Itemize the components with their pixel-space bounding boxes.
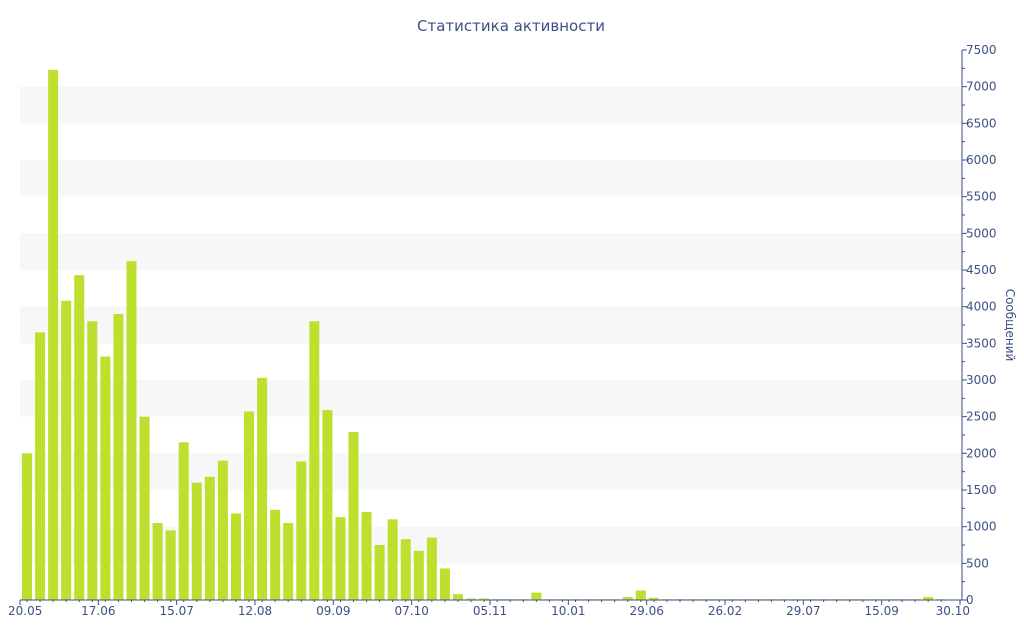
x-tick-label: 29.06 (629, 604, 663, 618)
x-tick-label: 09.09 (316, 604, 350, 618)
grid-band (20, 233, 962, 270)
bar[interactable] (48, 69, 59, 601)
bar[interactable] (283, 523, 294, 600)
x-tick-label: 12.08 (238, 604, 272, 618)
y-tick-label: 7500 (966, 43, 997, 57)
bars-group (22, 69, 947, 601)
y-tick-label: 1000 (966, 520, 997, 534)
bar[interactable] (257, 377, 268, 600)
y-tick-label: 2000 (966, 446, 997, 460)
grid-band (20, 160, 962, 197)
bar[interactable] (217, 460, 228, 600)
bar[interactable] (479, 598, 490, 600)
bar[interactable] (400, 539, 411, 600)
y-tick-label: 5500 (966, 190, 997, 204)
bar[interactable] (452, 594, 463, 600)
x-tick-label: 05.11 (473, 604, 507, 618)
bar[interactable] (439, 568, 450, 600)
bar[interactable] (270, 509, 281, 600)
y-tick-label: 0 (966, 593, 974, 607)
grid-band (20, 526, 962, 564)
x-tick-label: 26.02 (708, 604, 742, 618)
y-tick-label: 3000 (966, 373, 997, 387)
bar[interactable] (635, 590, 646, 600)
bar[interactable] (35, 332, 46, 600)
y-tick-label: 3500 (966, 336, 997, 350)
bar[interactable] (622, 597, 633, 600)
y-tick-label: 1500 (966, 483, 997, 497)
bar[interactable] (531, 592, 542, 600)
x-tick-label: 17.06 (81, 604, 115, 618)
grid-band (20, 86, 962, 124)
bar[interactable] (648, 597, 659, 600)
y-axis-label: Сообщений (1003, 289, 1017, 362)
x-tick-label: 20.05 (8, 604, 42, 618)
bar[interactable] (178, 442, 189, 600)
x-tick-label: 15.09 (864, 604, 898, 618)
bar[interactable] (191, 482, 202, 600)
bar[interactable] (204, 476, 215, 600)
y-tick-label: 6500 (966, 116, 997, 130)
bar[interactable] (923, 597, 934, 600)
bar[interactable] (152, 523, 163, 600)
bar[interactable] (361, 512, 372, 600)
bar[interactable] (296, 461, 307, 600)
bar[interactable] (126, 261, 137, 600)
bar[interactable] (374, 545, 385, 600)
y-tick-label: 2500 (966, 410, 997, 424)
bar[interactable] (74, 275, 85, 600)
bar[interactable] (100, 356, 111, 600)
grid-band (20, 380, 962, 417)
bar[interactable] (22, 453, 32, 600)
y-ticks: 0 500 1000 1500 2000 2500 3000 3500 4000 4500 5000… (962, 43, 997, 607)
bar[interactable] (322, 410, 333, 600)
y-tick-label: 4000 (966, 300, 997, 314)
bar[interactable] (426, 537, 437, 600)
x-tick-label: 29.07 (786, 604, 820, 618)
y-tick-label: 6000 (966, 153, 997, 167)
grid-band (20, 306, 962, 344)
bar[interactable] (387, 519, 398, 600)
x-tick-label: 30.10 (936, 604, 970, 618)
bar[interactable] (139, 416, 150, 600)
grid-band (20, 453, 962, 490)
bar[interactable] (348, 432, 359, 600)
bar[interactable] (87, 321, 98, 600)
x-tick-label: 15.07 (159, 604, 193, 618)
x-ticks: 20.05 17.06 15.07 12.08 09.09 07.10 05.11 10.01… (8, 600, 970, 618)
bar[interactable] (244, 411, 255, 600)
chart-title: Статистика активности (417, 17, 605, 35)
y-tick-label: 4500 (966, 263, 997, 277)
y-tick-label: 500 (966, 556, 989, 570)
grid-bands (20, 86, 962, 564)
x-tick-label: 10.01 (551, 604, 585, 618)
bar[interactable] (230, 513, 241, 600)
bar[interactable] (309, 321, 320, 600)
y-tick-label: 7000 (966, 80, 997, 94)
bar[interactable] (61, 300, 72, 600)
bar[interactable] (466, 598, 477, 600)
bar[interactable] (113, 314, 124, 600)
bar[interactable] (335, 517, 346, 600)
bar[interactable] (413, 550, 424, 600)
x-tick-label: 07.10 (394, 604, 428, 618)
y-tick-label: 5000 (966, 226, 997, 240)
bar[interactable] (165, 530, 176, 600)
